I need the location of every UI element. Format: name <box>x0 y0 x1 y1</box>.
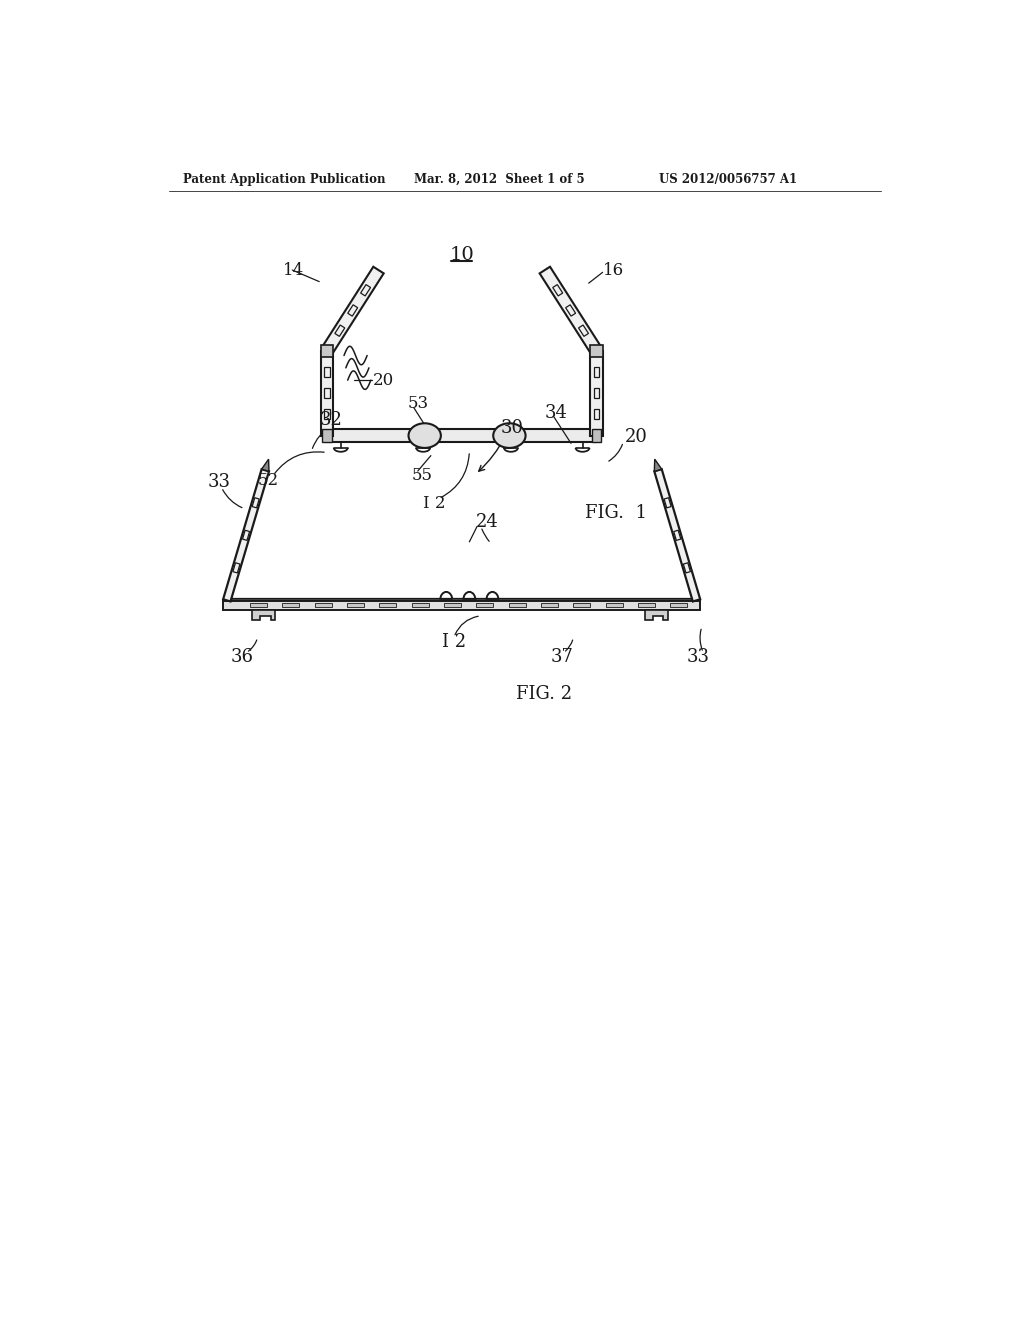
Polygon shape <box>592 429 601 442</box>
Text: I 2: I 2 <box>442 634 467 651</box>
Polygon shape <box>321 351 333 436</box>
Polygon shape <box>347 603 364 607</box>
Polygon shape <box>573 603 590 607</box>
Text: 55: 55 <box>412 467 432 484</box>
Polygon shape <box>590 345 602 358</box>
Text: 10: 10 <box>450 246 474 264</box>
Polygon shape <box>327 429 596 442</box>
Polygon shape <box>252 610 275 620</box>
Text: 33: 33 <box>686 648 710 667</box>
Polygon shape <box>412 603 429 607</box>
Polygon shape <box>654 469 700 602</box>
Text: 16: 16 <box>602 261 624 279</box>
FancyArrowPatch shape <box>482 529 489 541</box>
Polygon shape <box>671 603 687 607</box>
Text: 37: 37 <box>550 648 573 667</box>
Polygon shape <box>261 459 269 471</box>
Polygon shape <box>509 603 525 607</box>
Text: 30: 30 <box>500 418 523 437</box>
FancyArrowPatch shape <box>700 630 702 651</box>
Polygon shape <box>314 603 332 607</box>
Text: FIG.  1: FIG. 1 <box>585 504 647 521</box>
Ellipse shape <box>409 424 441 447</box>
Polygon shape <box>476 603 494 607</box>
FancyArrowPatch shape <box>274 451 325 474</box>
Polygon shape <box>321 345 333 358</box>
FancyArrowPatch shape <box>455 616 478 635</box>
Polygon shape <box>322 267 384 354</box>
Polygon shape <box>605 603 623 607</box>
Text: I 2: I 2 <box>423 495 445 512</box>
FancyArrowPatch shape <box>312 426 330 449</box>
Polygon shape <box>379 603 396 607</box>
Text: 34: 34 <box>545 404 567 421</box>
Text: 53: 53 <box>408 395 429 412</box>
FancyArrowPatch shape <box>249 640 257 651</box>
FancyArrowPatch shape <box>609 445 623 461</box>
Polygon shape <box>283 603 299 607</box>
Polygon shape <box>540 267 602 354</box>
Polygon shape <box>223 601 700 610</box>
Polygon shape <box>590 351 602 436</box>
Text: 32: 32 <box>319 412 342 429</box>
Text: FIG. 2: FIG. 2 <box>515 685 571 702</box>
Text: 20: 20 <box>625 428 648 446</box>
Polygon shape <box>654 459 662 471</box>
FancyArrowPatch shape <box>565 640 572 651</box>
Text: 20: 20 <box>373 372 394 388</box>
Polygon shape <box>638 603 655 607</box>
Text: US 2012/0056757 A1: US 2012/0056757 A1 <box>658 173 797 186</box>
Polygon shape <box>223 469 269 602</box>
Text: 33: 33 <box>208 473 230 491</box>
Text: Patent Application Publication: Patent Application Publication <box>183 173 385 186</box>
Polygon shape <box>444 603 461 607</box>
Ellipse shape <box>494 424 525 447</box>
Text: 36: 36 <box>230 648 254 667</box>
FancyArrowPatch shape <box>441 454 469 498</box>
Text: 14: 14 <box>283 261 304 279</box>
Polygon shape <box>250 603 267 607</box>
Text: 24: 24 <box>475 513 499 531</box>
FancyArrowPatch shape <box>222 490 242 508</box>
Polygon shape <box>223 599 700 601</box>
Polygon shape <box>645 610 668 620</box>
Polygon shape <box>541 603 558 607</box>
Text: Mar. 8, 2012  Sheet 1 of 5: Mar. 8, 2012 Sheet 1 of 5 <box>414 173 585 186</box>
Polygon shape <box>323 429 332 442</box>
Text: 52: 52 <box>258 471 279 488</box>
FancyArrowPatch shape <box>479 437 505 471</box>
